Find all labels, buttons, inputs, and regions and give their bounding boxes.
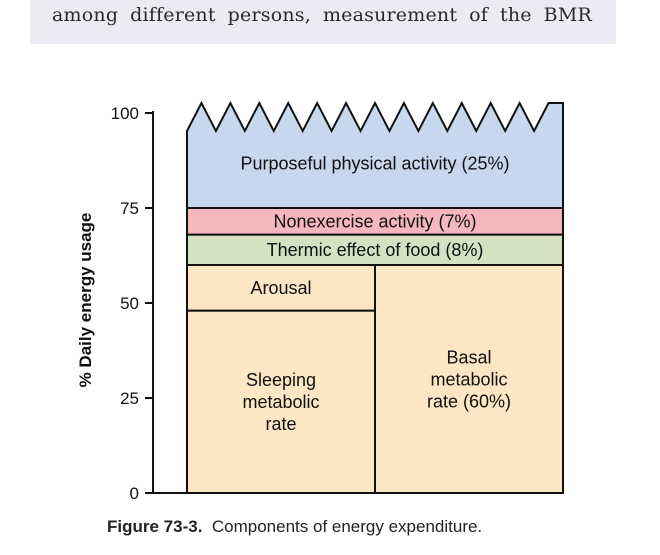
segment-nonexercise-activity: [186, 207, 564, 236]
segment-label-basal-metabolic-rate: Basal metabolic rate (60%): [427, 347, 511, 411]
segment-purposeful-physical-activity: [186, 100, 564, 209]
previous-text-band: [30, 0, 616, 44]
y-tick-label-0: 0: [130, 484, 139, 503]
y-tick-label-50: 50: [120, 294, 139, 313]
segment-label-nonexercise-activity: Nonexercise activity (7%): [273, 212, 476, 232]
segment-label-thermic-effect-of-food: Thermic effect of food (8%): [267, 240, 484, 260]
energy-expenditure-chart: Sleeping metabolic rate Arousal Basal metabol…: [111, 100, 564, 503]
y-tick-label-100: 100: [111, 104, 139, 123]
figure-caption: Figure 73-3. Components of energy expend…: [107, 517, 482, 537]
previous-text-line: among different persons, measurement of …: [52, 4, 592, 26]
segment-label-arousal: Arousal: [250, 278, 311, 298]
y-tick-label-75: 75: [120, 199, 139, 218]
segment-thermic-effect-of-food: [186, 233, 564, 267]
figure-caption-text: Components of energy expenditure.: [211, 517, 483, 536]
segment-label-purposeful-physical-activity: Purposeful physical activity (25%): [240, 153, 509, 173]
segment-sleeping-metabolic-rate: [186, 309, 376, 494]
segment-label-sleeping-metabolic-rate: Sleeping metabolic rate: [242, 370, 319, 434]
figure-number: Figure 73-3.: [107, 517, 203, 536]
segment-basal-metabolic-rate: [374, 264, 564, 494]
y-tick-label-25: 25: [120, 389, 139, 408]
